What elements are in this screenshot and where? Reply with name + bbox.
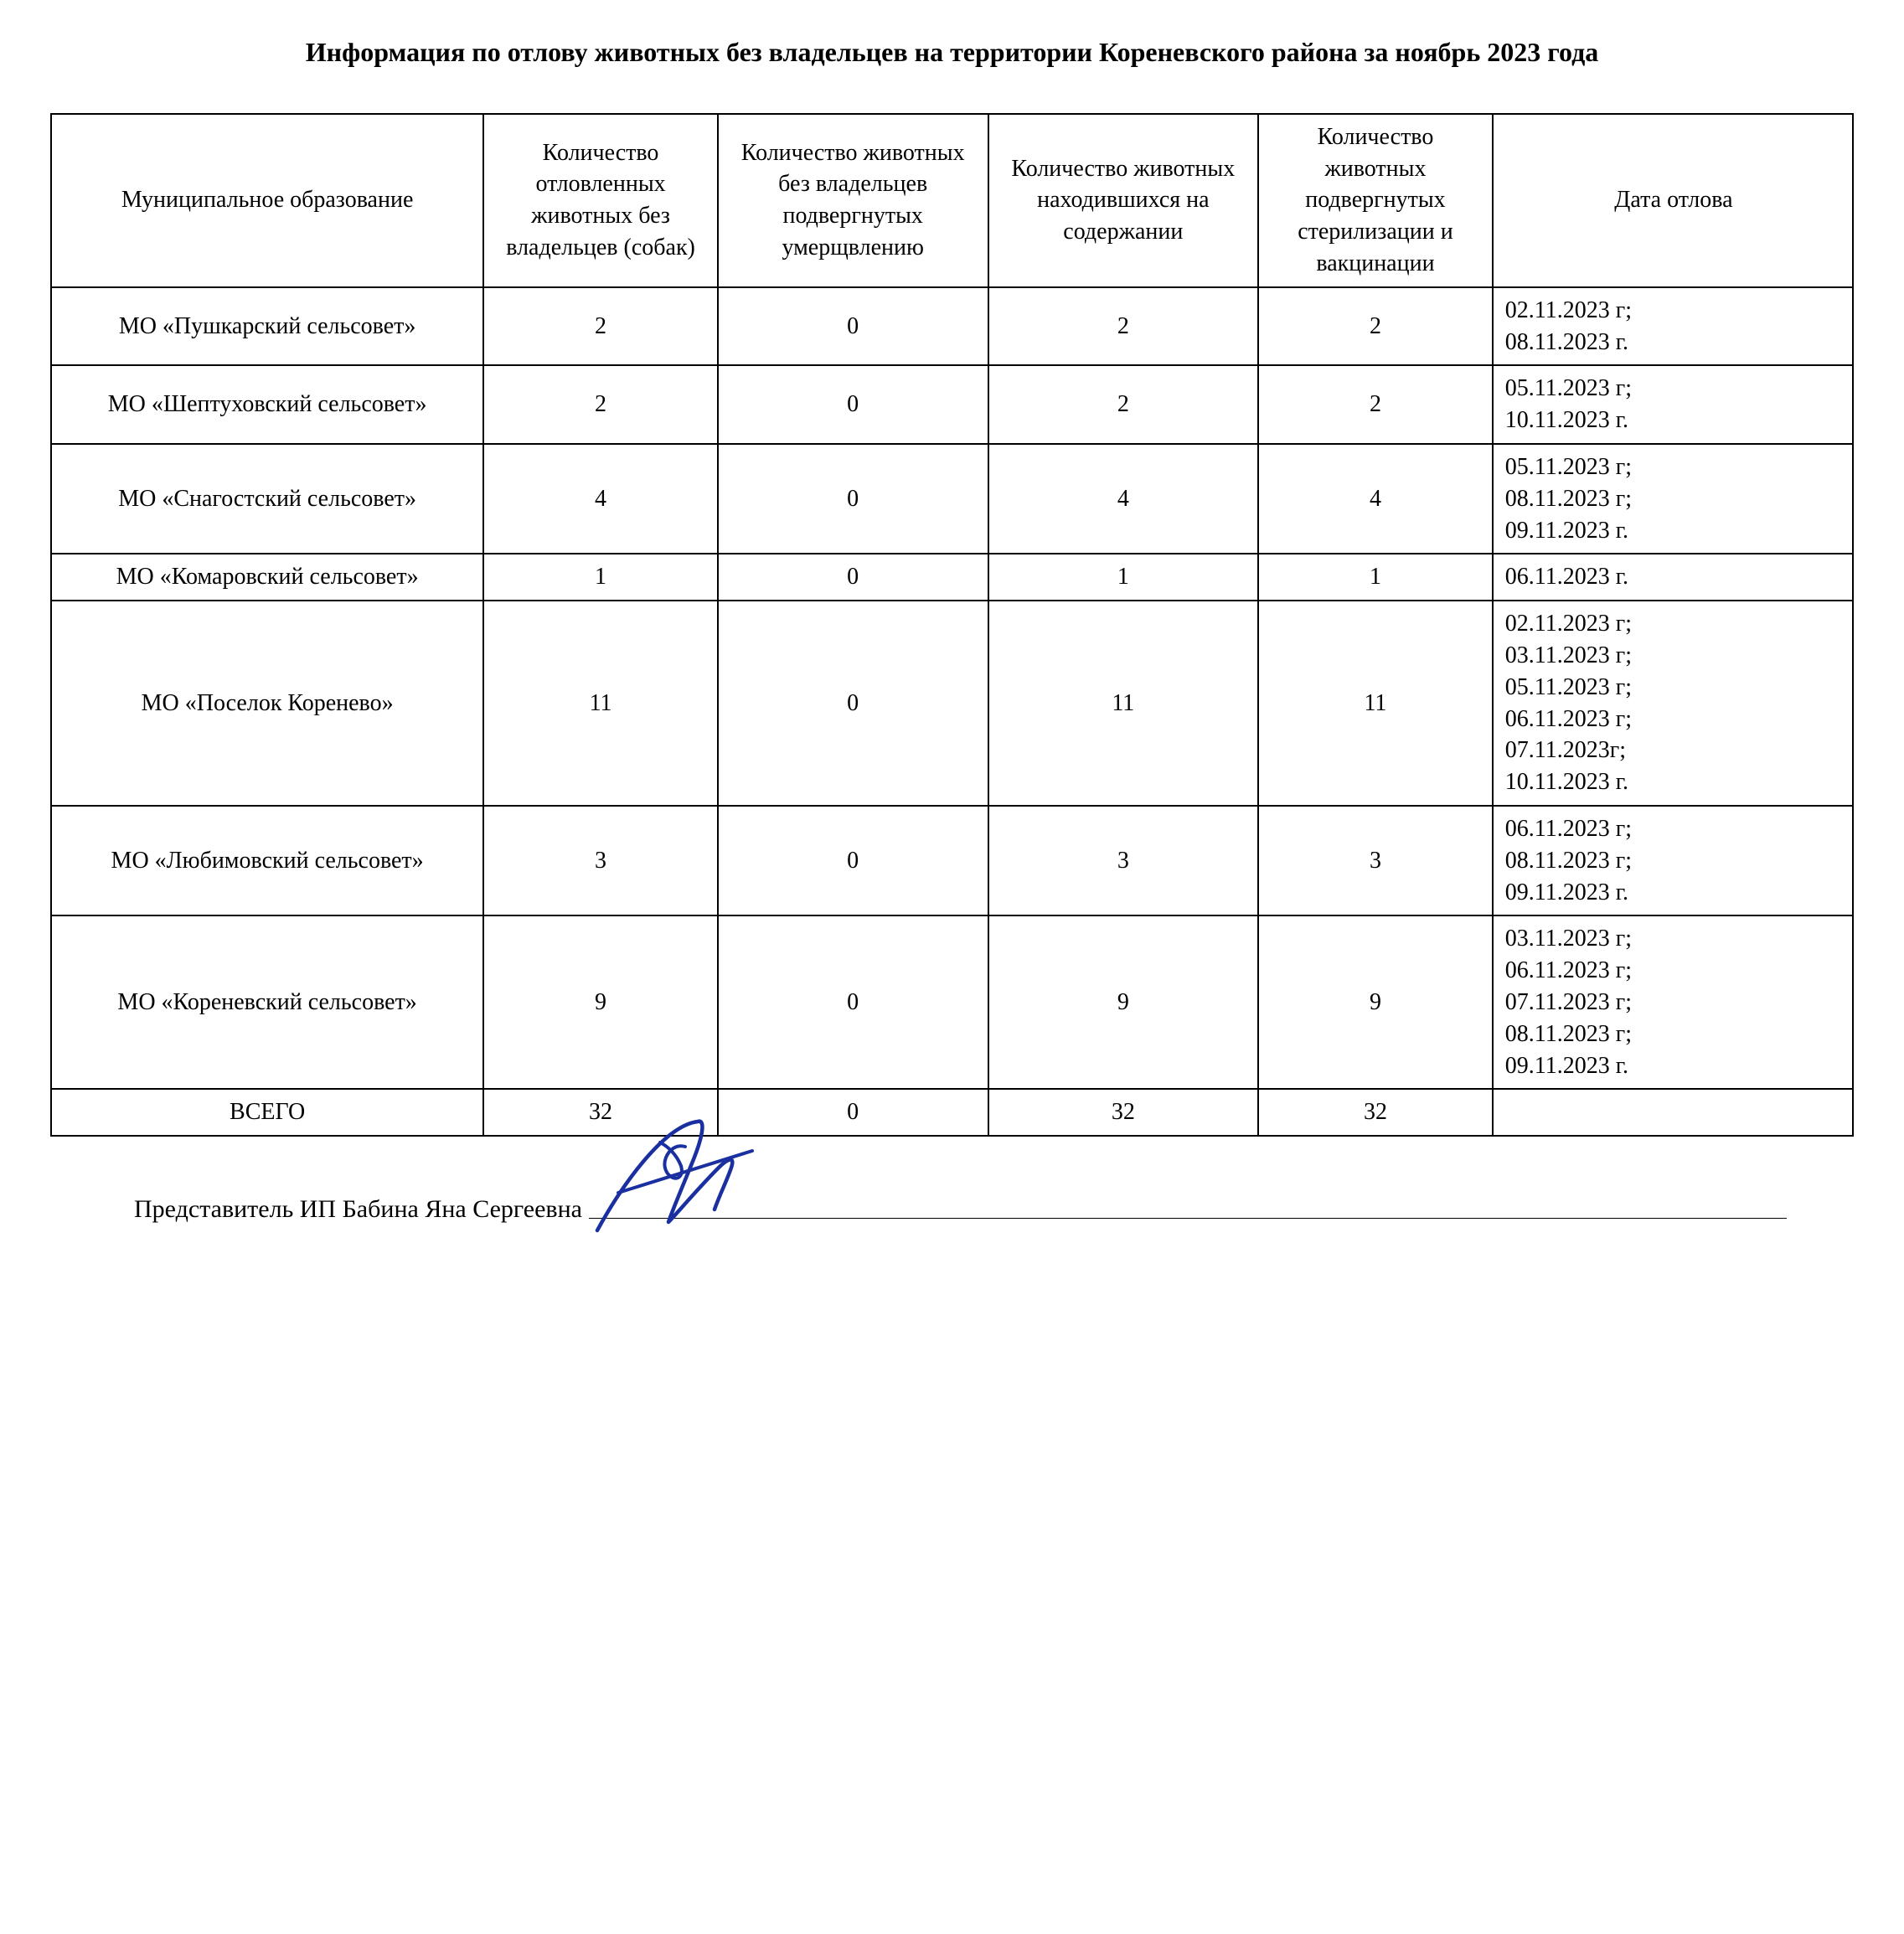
cell-sterilized: 2 <box>1258 287 1493 366</box>
table-row: МО «Любимовский сельсовет»303306.11.2023… <box>51 806 1853 915</box>
cell-maintained: 3 <box>988 806 1259 915</box>
cell-caught: 1 <box>483 554 718 601</box>
cell-maintained: 11 <box>988 601 1259 806</box>
cell-date: 06.11.2023 г. <box>1493 554 1853 601</box>
cell-date: 06.11.2023 г;08.11.2023 г;09.11.2023 г. <box>1493 806 1853 915</box>
cell-caught: 3 <box>483 806 718 915</box>
table-row: МО «Шептуховский сельсовет»202205.11.202… <box>51 365 1853 444</box>
col-header-date: Дата отлова <box>1493 114 1853 287</box>
cell-municipality: МО «Снагостский сельсовет» <box>51 444 483 554</box>
cell-caught: 2 <box>483 365 718 444</box>
cell-maintained: 2 <box>988 365 1259 444</box>
cell-euthanized: 0 <box>718 554 988 601</box>
cell-sterilized: 2 <box>1258 365 1493 444</box>
col-header-municipality: Муниципальное образование <box>51 114 483 287</box>
cell-caught: 4 <box>483 444 718 554</box>
cell-caught: 11 <box>483 601 718 806</box>
cell-municipality: МО «Любимовский сельсовет» <box>51 806 483 915</box>
cell-municipality: МО «Поселок Коренево» <box>51 601 483 806</box>
total-cell-label: ВСЕГО <box>51 1089 483 1136</box>
total-cell-maintained: 32 <box>988 1089 1259 1136</box>
cell-sterilized: 4 <box>1258 444 1493 554</box>
table-row: МО «Поселок Коренево»110111102.11.2023 г… <box>51 601 1853 806</box>
table-total-row: ВСЕГО3203232 <box>51 1089 1853 1136</box>
cell-date: 02.11.2023 г;03.11.2023 г;05.11.2023 г;0… <box>1493 601 1853 806</box>
cell-date: 03.11.2023 г;06.11.2023 г;07.11.2023 г;0… <box>1493 915 1853 1089</box>
cell-caught: 2 <box>483 287 718 366</box>
page-title: Информация по отлову животных без владел… <box>50 34 1854 71</box>
cell-euthanized: 0 <box>718 287 988 366</box>
table-row: МО «Снагостский сельсовет»404405.11.2023… <box>51 444 1853 554</box>
cell-date: 05.11.2023 г;08.11.2023 г;09.11.2023 г. <box>1493 444 1853 554</box>
cell-municipality: МО «Кореневский сельсовет» <box>51 915 483 1089</box>
cell-euthanized: 0 <box>718 601 988 806</box>
cell-sterilized: 11 <box>1258 601 1493 806</box>
table-header-row: Муниципальное образование Количество отл… <box>51 114 1853 287</box>
cell-maintained: 9 <box>988 915 1259 1089</box>
data-table: Муниципальное образование Количество отл… <box>50 113 1854 1137</box>
cell-municipality: МО «Комаровский сельсовет» <box>51 554 483 601</box>
signature-mark-icon <box>572 1101 790 1251</box>
cell-maintained: 2 <box>988 287 1259 366</box>
signature-line <box>589 1218 1787 1219</box>
cell-euthanized: 0 <box>718 365 988 444</box>
cell-sterilized: 9 <box>1258 915 1493 1089</box>
signature-text: Представитель ИП Бабина Яна Сергеевна <box>134 1195 582 1224</box>
cell-date: 05.11.2023 г;10.11.2023 г. <box>1493 365 1853 444</box>
cell-date: 02.11.2023 г;08.11.2023 г. <box>1493 287 1853 366</box>
col-header-sterilized: Количество животных подвергнутых стерили… <box>1258 114 1493 287</box>
cell-maintained: 4 <box>988 444 1259 554</box>
cell-euthanized: 0 <box>718 444 988 554</box>
cell-euthanized: 0 <box>718 806 988 915</box>
table-row: МО «Кореневский сельсовет»909903.11.2023… <box>51 915 1853 1089</box>
total-cell-sterilized: 32 <box>1258 1089 1493 1136</box>
cell-sterilized: 3 <box>1258 806 1493 915</box>
cell-euthanized: 0 <box>718 915 988 1089</box>
signature-block: Представитель ИП Бабина Яна Сергеевна <box>134 1195 1854 1224</box>
col-header-maintained: Количество животных находившихся на соде… <box>988 114 1259 287</box>
col-header-caught: Количество отловленных животных без влад… <box>483 114 718 287</box>
cell-municipality: МО «Пушкарский сельсовет» <box>51 287 483 366</box>
cell-municipality: МО «Шептуховский сельсовет» <box>51 365 483 444</box>
cell-caught: 9 <box>483 915 718 1089</box>
cell-sterilized: 1 <box>1258 554 1493 601</box>
table-row: МО «Пушкарский сельсовет»202202.11.2023 … <box>51 287 1853 366</box>
cell-maintained: 1 <box>988 554 1259 601</box>
table-row: МО «Комаровский сельсовет»101106.11.2023… <box>51 554 1853 601</box>
col-header-euthanized: Количество животных без владельцев подве… <box>718 114 988 287</box>
total-cell-date <box>1493 1089 1853 1136</box>
